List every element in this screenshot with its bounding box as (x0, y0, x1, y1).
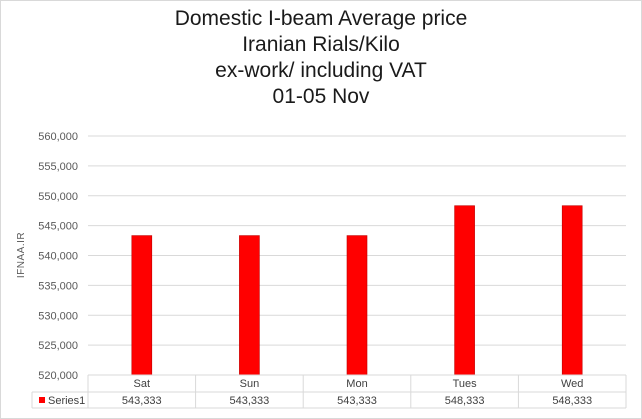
x-category-label: Mon (346, 378, 367, 390)
y-axis-label: IFNAA.IR (16, 232, 27, 278)
y-tick-label: 555,000 (38, 161, 78, 173)
legend-swatch (39, 397, 45, 403)
x-category-label: Sat (134, 378, 151, 390)
data-value-label: 543,333 (230, 395, 270, 407)
legend-series-name: Series1 (48, 395, 85, 407)
chart-title-line-4: 01-05 Nov (272, 85, 370, 108)
bar-sun (239, 235, 260, 376)
bars (131, 205, 583, 376)
y-tick-label: 545,000 (38, 221, 78, 233)
data-value-label: 548,333 (552, 395, 592, 407)
y-tick-label: 525,000 (38, 340, 78, 352)
data-table: Sat Sun Mon Tues Wed Series1 543,333 543,333 543… (31, 374, 627, 409)
y-tick-label: 550,000 (38, 191, 78, 203)
y-tick-label: 530,000 (38, 310, 78, 322)
bar-sat (131, 235, 153, 376)
x-category-label: Wed (561, 378, 583, 390)
data-value-label: 543,333 (122, 395, 162, 407)
x-category-label: Sun (240, 378, 260, 390)
chart-title-line-3: ex-work/ including VAT (215, 59, 427, 82)
y-tick-label: 540,000 (38, 251, 78, 263)
y-tick-label: 560,000 (38, 131, 78, 143)
y-tick-label: 535,000 (38, 280, 78, 292)
chart-title-line-1: Domestic I-beam Average price (174, 7, 468, 30)
data-value-label: 548,333 (445, 395, 485, 407)
bar-tues (454, 205, 475, 376)
data-value-label: 543,333 (337, 395, 377, 407)
chart-title: Domestic I-beam Average price Iranian Ri… (0, 6, 642, 110)
y-tick-label: 520,000 (38, 370, 78, 382)
bar-mon (346, 235, 368, 376)
x-category-label: Tues (453, 378, 478, 390)
y-axis-ticks: 520,000 525,000 530,000 535,000 540,000 545,0… (38, 131, 78, 382)
chart-title-line-2: Iranian Rials/Kilo (242, 33, 400, 56)
bar-wed (561, 205, 583, 376)
